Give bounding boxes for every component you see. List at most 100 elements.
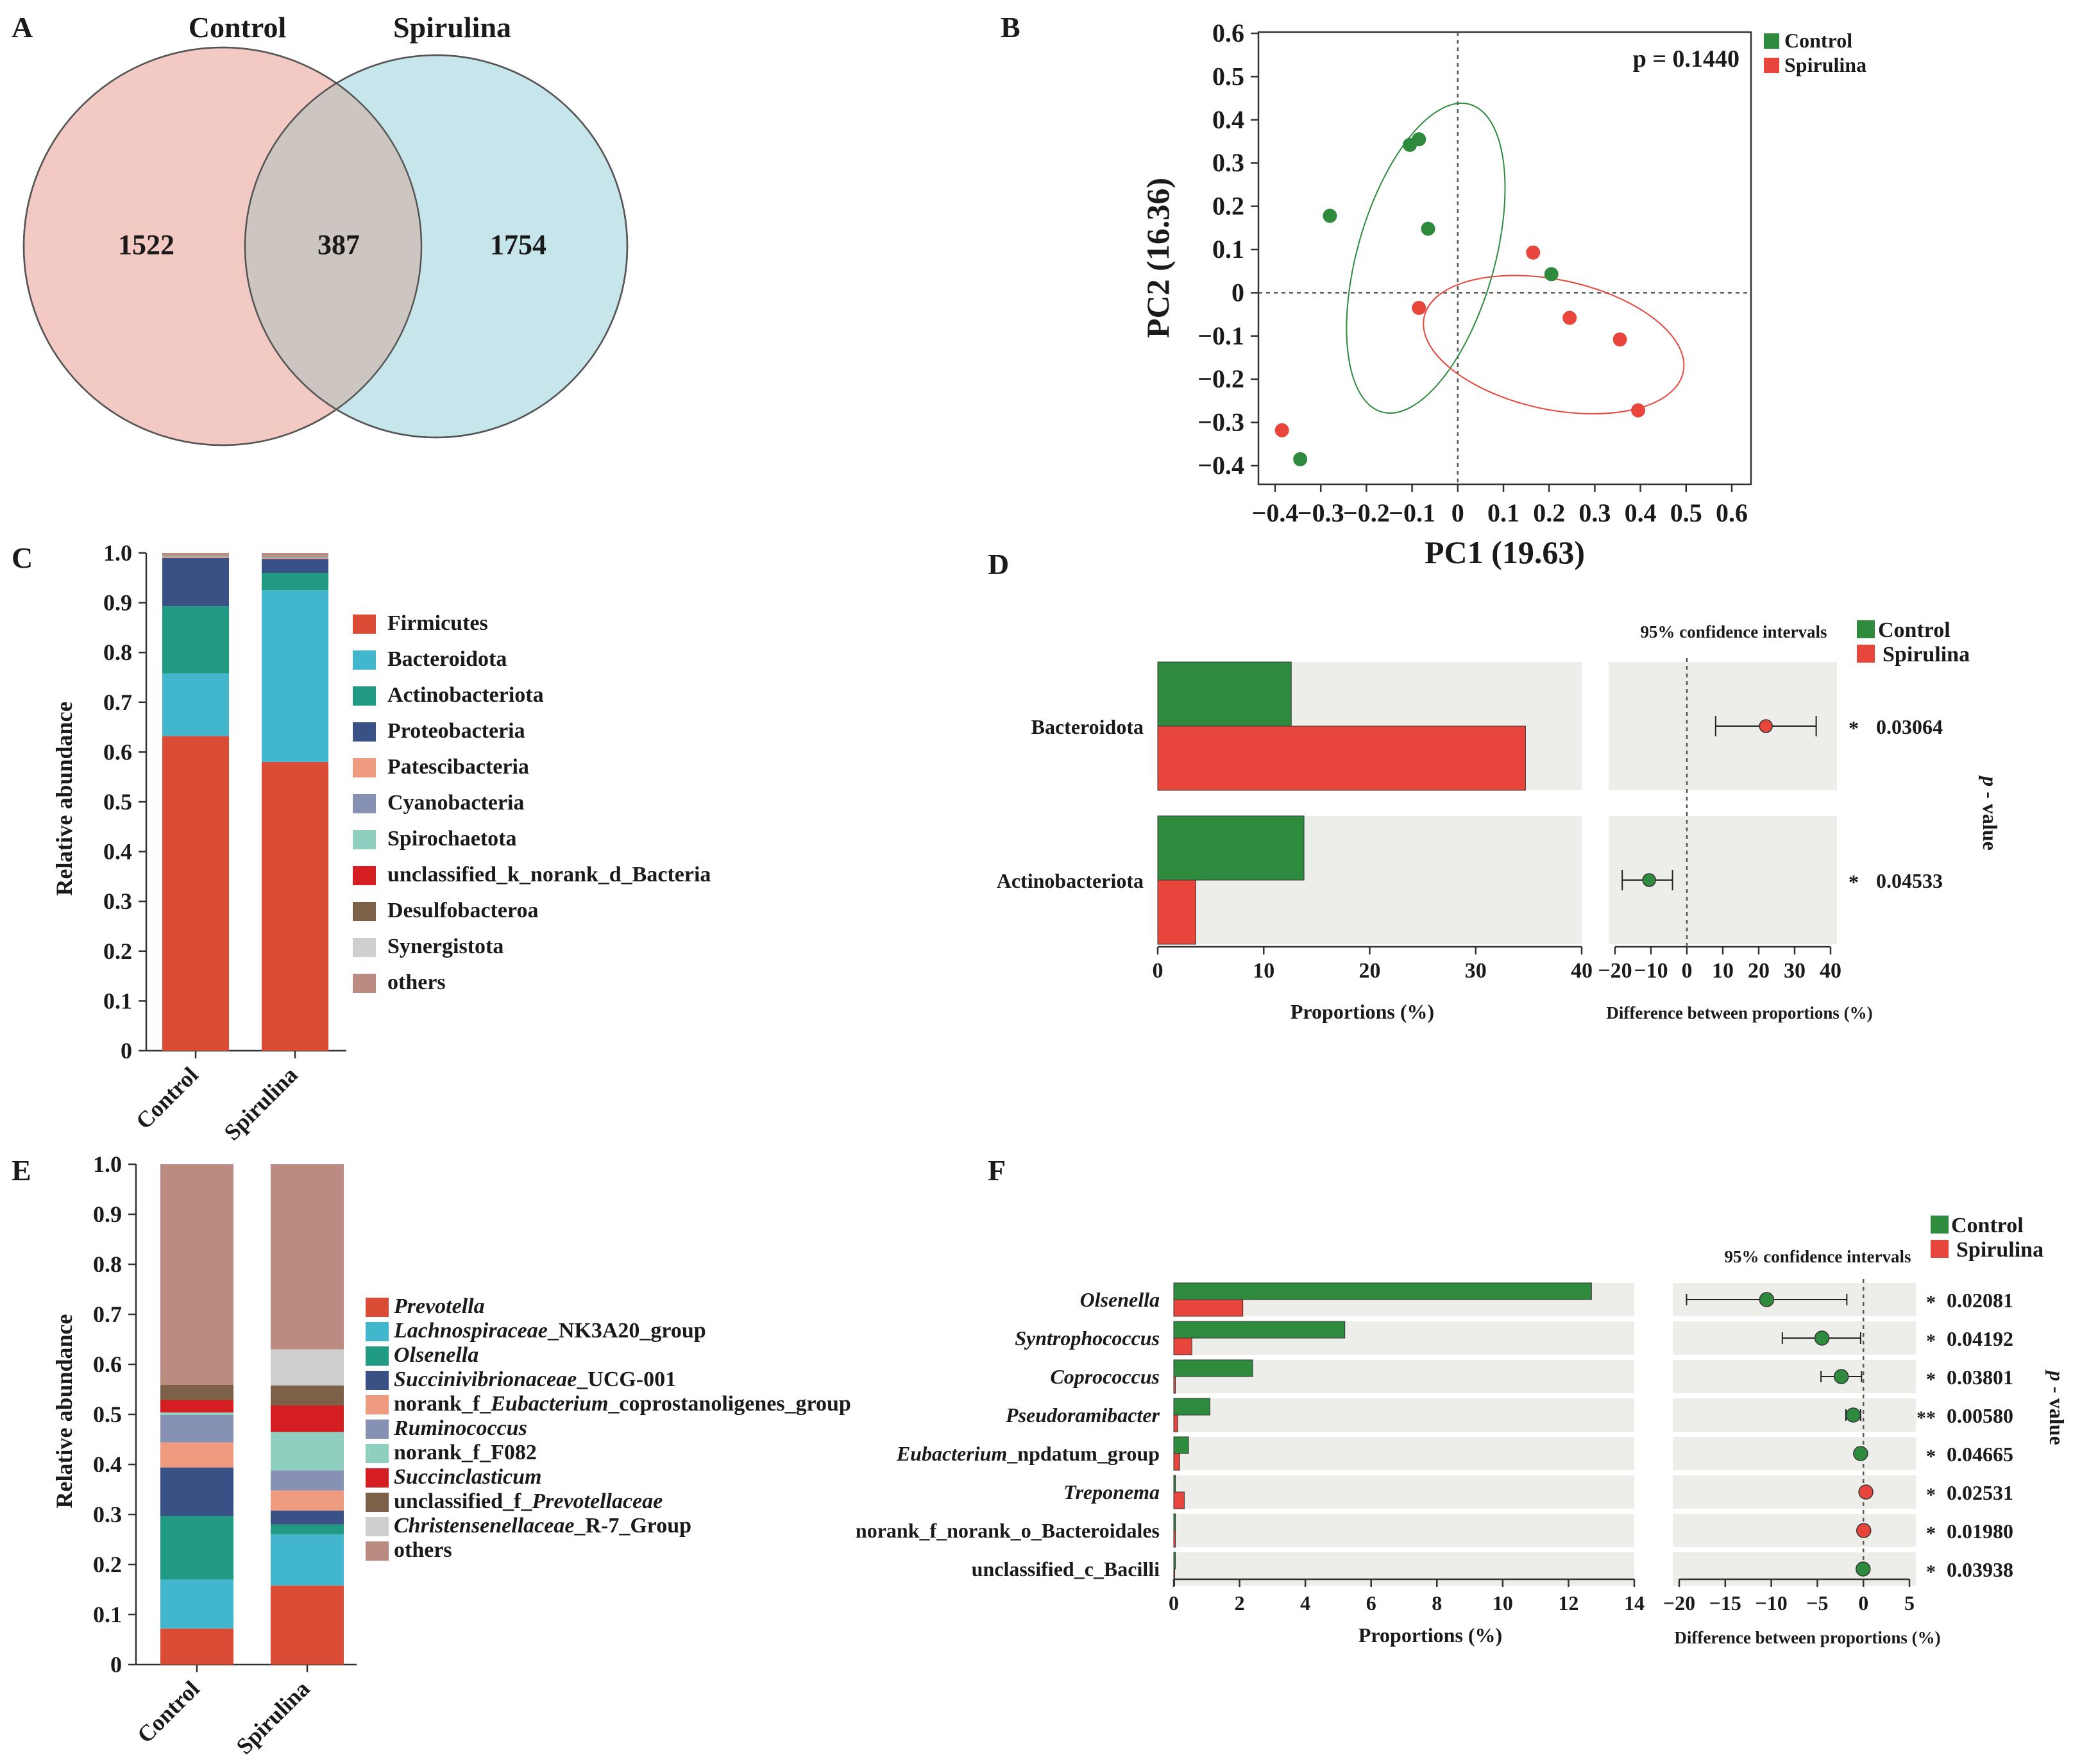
- pcoa-x-tick-label: 0.5: [1670, 498, 1702, 527]
- genus-diff-legend-label-control: Control: [1951, 1214, 2024, 1237]
- ci-row-background: [1673, 1514, 1916, 1547]
- significance-star: *: [1926, 1292, 1936, 1313]
- pcoa-y-tick-label: −0.3: [1197, 408, 1244, 437]
- legend-label: norank_f_Eubacterium_coprostanoligenes_g…: [394, 1392, 851, 1416]
- panel-letter-a: A: [12, 11, 33, 44]
- phylum-diff-legend-label-control: Control: [1878, 618, 1950, 642]
- pcoa-frame: [1257, 31, 1752, 486]
- bar-control: [1173, 1282, 1592, 1300]
- ci-axis-tick-label: −10: [1755, 1591, 1787, 1615]
- legend-swatch: [353, 722, 376, 742]
- ci-point: [1814, 1330, 1830, 1346]
- venn-outline-control: [22, 46, 423, 446]
- phylum-diff-legend: Control Spirulina: [1857, 618, 1970, 666]
- legend-swatch: [353, 974, 376, 993]
- legend-label: Desulfobacteroa: [387, 899, 538, 922]
- legend-label-plain: norank_f_F082: [394, 1441, 537, 1464]
- genus-diff-p-values: * 0.02081* 0.04192* 0.03801** 0.00580* 0.0466…: [1916, 1289, 2013, 1582]
- pcoa-point-spirulina: [1412, 300, 1426, 315]
- stacked-bar-segment: [262, 573, 328, 591]
- stacked-bar-segment: [162, 736, 229, 1051]
- panel-letter-f: F: [988, 1154, 1006, 1187]
- stacked-bar-segment: [271, 1470, 344, 1491]
- legend-swatch: [353, 866, 376, 885]
- stacked-bar-segment: [262, 555, 328, 556]
- pcoa-x-tick-label: 0.4: [1625, 498, 1657, 527]
- pcoa-x-ticks: −0.4−0.3−0.2−0.1 0 0.1 0.2 0.3 0.4 0.5 0.6: [1252, 484, 1748, 527]
- genus-diff-ci-markers: [1686, 1279, 1874, 1579]
- legend-label-plain: norank_f_: [394, 1392, 491, 1416]
- pcoa-x-tick-label: 0.1: [1487, 498, 1519, 527]
- stacked-y-tick-label: 1.0: [93, 1151, 122, 1177]
- stacked-bar-segment: [160, 1442, 233, 1468]
- phylum-bars: [162, 553, 328, 1051]
- venn-count-control-only: 1522: [118, 229, 174, 260]
- stacked-y-tick-label: 0.5: [103, 789, 132, 815]
- pcoa-point-control: [1323, 208, 1337, 223]
- ci-point: [1642, 873, 1656, 887]
- venn-overlap: [245, 55, 421, 437]
- stacked-y-tick-label: 0.1: [103, 988, 132, 1013]
- stacked-bar-segment: [262, 555, 328, 557]
- category-label-italic: Coprococcus: [1050, 1365, 1160, 1388]
- ci-point: [1759, 1292, 1775, 1307]
- stacked-y-tick-label: 0.8: [93, 1251, 122, 1277]
- legend-label: Succinclasticum: [394, 1465, 541, 1489]
- panel-c-stacked-phylum: 00.10.20.30.40.50.60.70.80.91.0 Control S…: [51, 540, 711, 1146]
- panel-b-pcoa: −0.4−0.3−0.2−0.1 0 0.1 0.2 0.3 0.4 0.5 0.6 0.60…: [1140, 19, 1866, 570]
- stacked-bar-segment: [271, 1405, 344, 1432]
- genus-diff-p-axis-label: p - value: [2045, 1369, 2069, 1445]
- pcoa-y-tick-label: −0.1: [1197, 321, 1244, 350]
- stacked-bar-segment: [271, 1524, 344, 1535]
- genus-legend: PrevotellaLachnospiraceae_NK3A20_groupOl…: [366, 1294, 851, 1562]
- p-value: 0.04192: [1947, 1327, 2013, 1350]
- ci-axis-tick-label: 30: [1784, 959, 1806, 983]
- stacked-bar-segment: [162, 557, 229, 558]
- stacked-y-tick-label: 0.9: [103, 590, 132, 616]
- stacked-bar-segment: [271, 1585, 344, 1665]
- ci-point: [1845, 1407, 1861, 1423]
- significance-star: **: [1916, 1407, 1936, 1429]
- stacked-bar-segment: [160, 1412, 233, 1415]
- row-background: [1174, 1514, 1634, 1547]
- panel-f-genus-difference: Olsenella Syntrophococcus Coprococcus Pseud…: [856, 1214, 2069, 1647]
- stacked-bar-segment: [262, 559, 328, 573]
- pcoa-point-spirulina: [1526, 245, 1541, 260]
- legend-label: Succinivibrionaceae_UCG-001: [394, 1368, 676, 1391]
- genus-diff-categories: Olsenella Syntrophococcus Coprococcus Pseud…: [856, 1288, 1160, 1581]
- legend-swatch: [353, 938, 376, 957]
- pcoa-p-annotation: p = 0.1440: [1633, 46, 1739, 72]
- pcoa-point-control: [1412, 132, 1426, 147]
- legend-swatch: [353, 830, 376, 849]
- ci-axis-tick-label: 10: [1712, 959, 1734, 983]
- bar-control: [1173, 1513, 1176, 1531]
- bar-control: [1173, 1321, 1346, 1339]
- venn-outline-spirulina: [244, 54, 629, 439]
- genus-diff-x-label: Proportions (%): [1358, 1624, 1502, 1647]
- p-value: 0.01980: [1947, 1520, 2013, 1543]
- panel-d-phylum-difference: Bacteroidota Actinobacteriota 0 10 20 30 40 −…: [997, 618, 2002, 1023]
- ci-row-background: [1673, 1552, 1916, 1586]
- legend-label-italic: Christensenellaceae: [394, 1514, 574, 1538]
- legend-label-italic: Prevotella: [393, 1294, 485, 1318]
- pcoa-point-spirulina: [1612, 332, 1627, 347]
- phylum-diff-ci-x-label: Difference between proportions (%): [1606, 1003, 1872, 1022]
- category-label: Olsenella: [1080, 1288, 1160, 1311]
- pcoa-y-tick-label: 0.2: [1212, 192, 1244, 221]
- legend-swatch: [366, 1541, 389, 1561]
- ci-point: [1858, 1484, 1874, 1500]
- significance-star: *: [1849, 717, 1859, 740]
- significance-star: *: [1849, 870, 1859, 894]
- stacked-bar-segment: [262, 557, 328, 559]
- bar-spirulina: [1173, 1414, 1178, 1432]
- pcoa-x-tick-label: −0.4: [1252, 498, 1299, 527]
- phylum-diff-proportion-axis: 0 10 20 30 40: [1153, 946, 1593, 983]
- category-label: Actinobacteriota: [997, 869, 1144, 892]
- stacked-bar-segment: [262, 557, 328, 558]
- stacked-bar-segment: [262, 590, 328, 762]
- phylum-diff-bars: [1157, 661, 1526, 945]
- ci-point: [1856, 1523, 1872, 1538]
- ci-point: [1759, 719, 1773, 733]
- category-label: norank_f_norank_o_Bacteroidales: [856, 1519, 1160, 1542]
- ci-axis-tick-label: 0: [1858, 1591, 1868, 1615]
